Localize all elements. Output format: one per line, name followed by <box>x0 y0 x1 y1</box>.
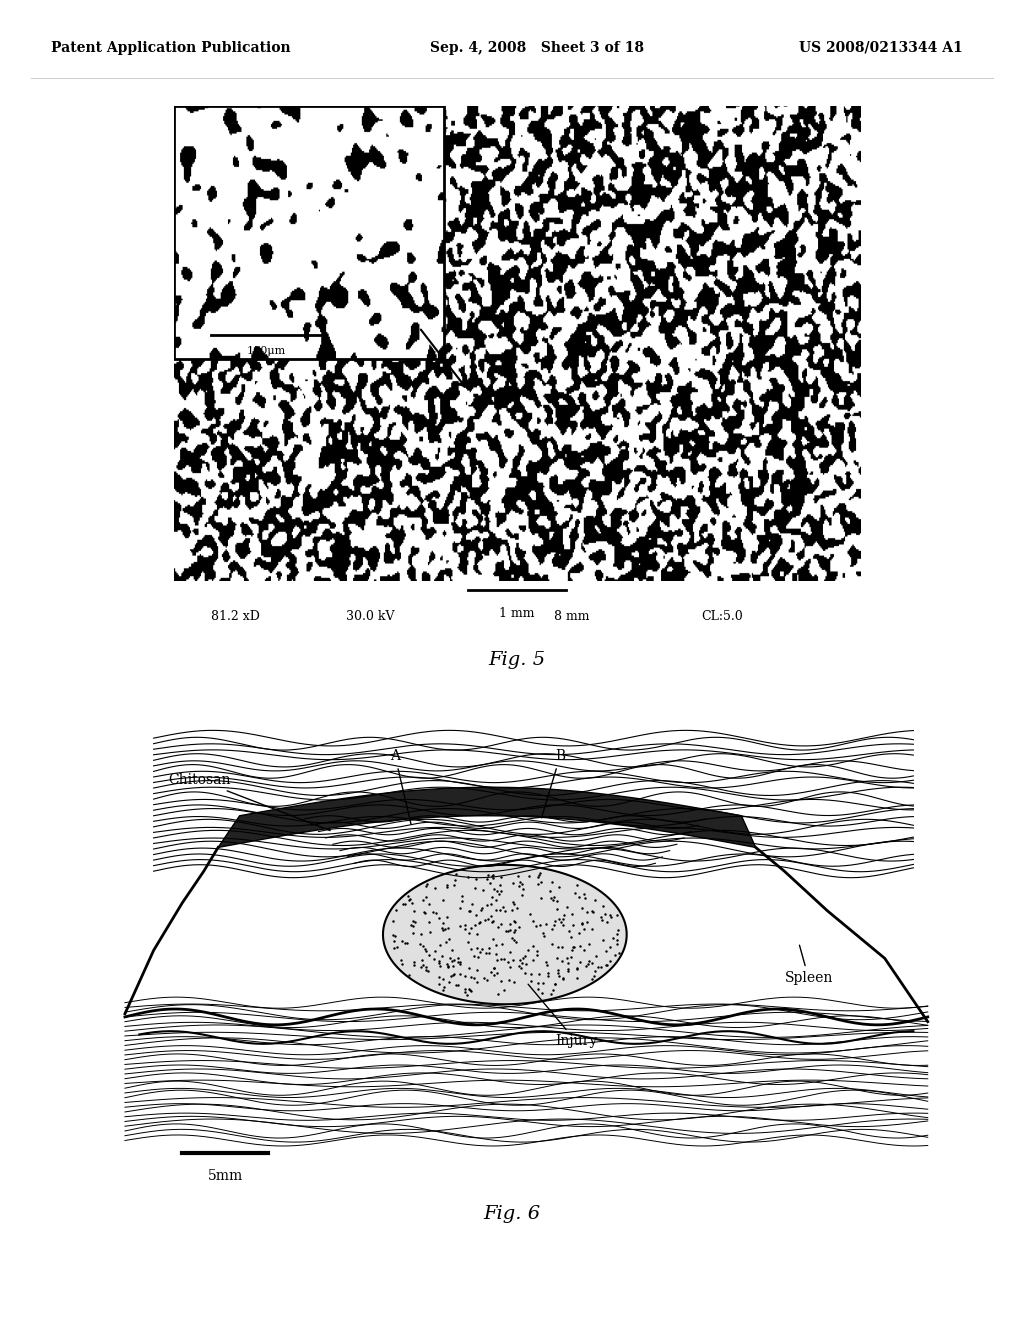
Text: 100μm: 100μm <box>247 346 286 356</box>
Text: Chitosan: Chitosan <box>168 774 330 830</box>
Text: Sep. 4, 2008   Sheet 3 of 18: Sep. 4, 2008 Sheet 3 of 18 <box>430 41 644 54</box>
Polygon shape <box>383 865 627 1005</box>
Text: CL:5.0: CL:5.0 <box>700 610 742 623</box>
Text: 8 mm: 8 mm <box>554 610 590 623</box>
Text: 30.0 kV: 30.0 kV <box>346 610 394 623</box>
Text: Patent Application Publication: Patent Application Publication <box>51 41 291 54</box>
Bar <box>174 106 443 359</box>
Text: B: B <box>542 750 565 818</box>
Text: Spleen: Spleen <box>784 945 833 985</box>
Text: Fig. 6: Fig. 6 <box>483 1205 541 1224</box>
Text: 5mm: 5mm <box>208 1170 243 1183</box>
Text: 81.2 xD: 81.2 xD <box>211 610 260 623</box>
Text: Fig. 5: Fig. 5 <box>488 651 546 669</box>
Text: A: A <box>390 750 411 824</box>
Text: Injury: Injury <box>528 985 597 1048</box>
Polygon shape <box>218 787 756 847</box>
Text: US 2008/0213344 A1: US 2008/0213344 A1 <box>799 41 963 54</box>
Text: 1 mm: 1 mm <box>500 607 535 620</box>
